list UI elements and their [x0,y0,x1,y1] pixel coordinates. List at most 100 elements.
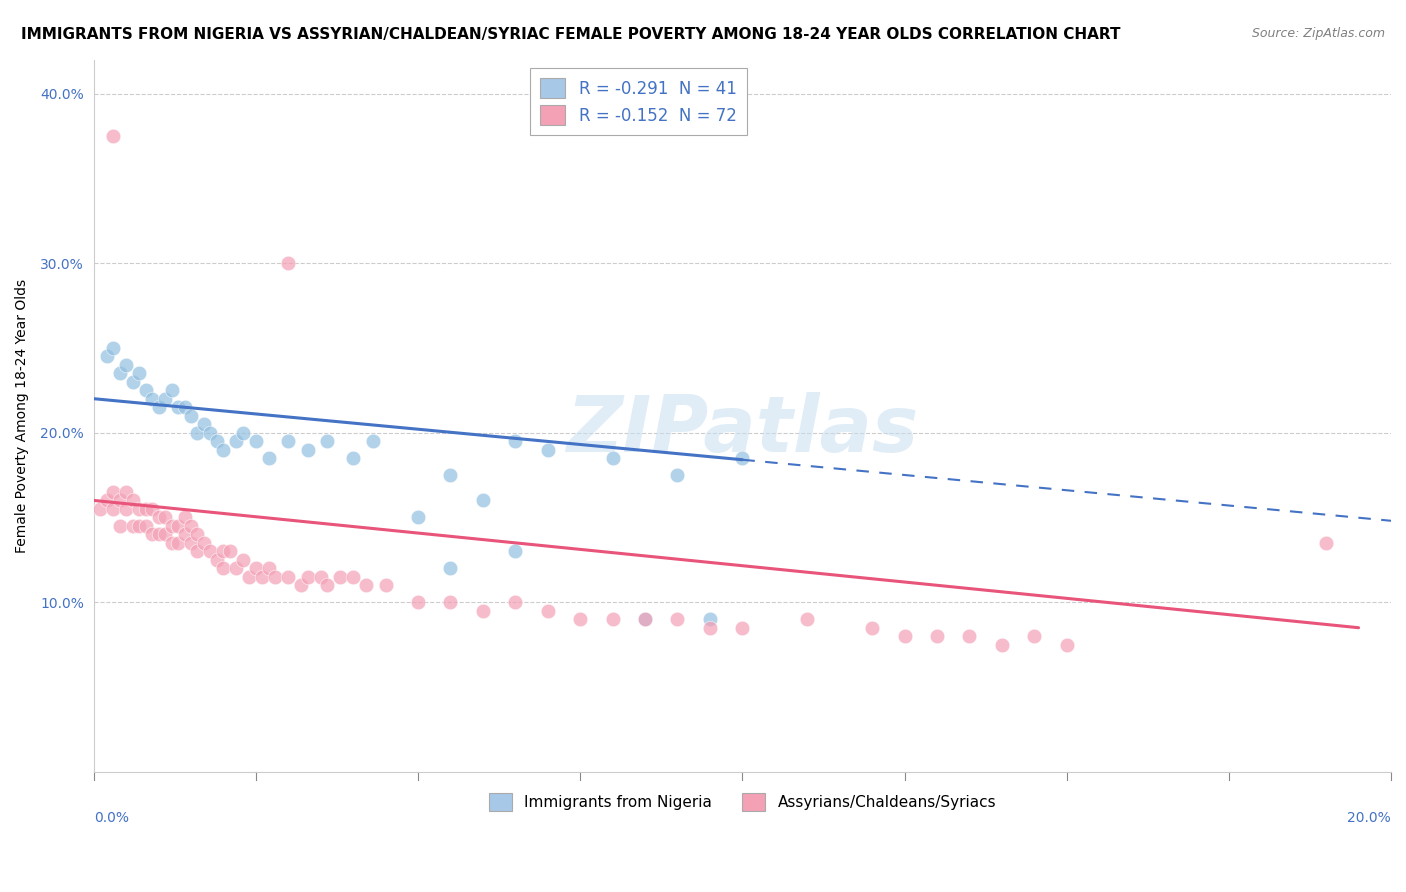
Point [232,425,254,440]
Point [232,553,254,567]
Point [212,544,235,558]
Point [245,434,267,448]
Point [316,578,339,592]
Point [329,570,352,584]
Point [666,612,689,626]
Point [121,519,143,533]
Point [193,536,215,550]
Point [471,493,494,508]
Point [634,612,657,626]
Point [252,570,274,584]
Text: 20.0%: 20.0% [1347,811,1391,825]
Point [200,544,222,558]
Point [153,392,176,406]
Point [180,536,202,550]
Point [101,341,124,355]
Point [1056,638,1078,652]
Point [153,527,176,541]
Point [101,128,124,143]
Point [186,425,208,440]
Point [115,358,138,372]
Point [160,519,183,533]
Point [180,519,202,533]
Legend: Immigrants from Nigeria, Assyrians/Chaldeans/Syriacs: Immigrants from Nigeria, Assyrians/Chald… [482,787,1002,817]
Point [257,561,280,575]
Point [148,527,170,541]
Point [1315,536,1337,550]
Point [569,612,592,626]
Point [121,375,143,389]
Point [141,527,163,541]
Point [205,434,228,448]
Point [135,519,157,533]
Point [173,400,195,414]
Point [731,621,754,635]
Point [342,450,364,465]
Point [121,493,143,508]
Point [115,502,138,516]
Point [205,553,228,567]
Point [439,468,461,483]
Point [277,570,299,584]
Point [471,604,494,618]
Point [167,536,190,550]
Point [153,510,176,524]
Point [342,570,364,584]
Point [115,485,138,500]
Point [180,409,202,423]
Point [731,450,754,465]
Point [354,578,377,592]
Point [200,425,222,440]
Point [128,366,150,380]
Point [505,595,527,609]
Point [219,544,242,558]
Point [505,544,527,558]
Point [406,510,429,524]
Point [991,638,1014,652]
Point [277,434,299,448]
Point [316,434,339,448]
Text: ZIPatlas: ZIPatlas [567,392,918,468]
Point [634,612,657,626]
Point [406,595,429,609]
Point [1024,629,1046,643]
Point [537,604,560,618]
Point [439,561,461,575]
Point [439,595,461,609]
Point [128,502,150,516]
Point [108,493,131,508]
Point [186,544,208,558]
Point [699,612,721,626]
Point [297,442,319,457]
Point [160,383,183,397]
Text: Source: ZipAtlas.com: Source: ZipAtlas.com [1251,27,1385,40]
Point [505,434,527,448]
Point [148,510,170,524]
Point [128,519,150,533]
Point [96,349,118,363]
Point [141,502,163,516]
Point [796,612,818,626]
Point [893,629,915,643]
Point [277,256,299,270]
Point [135,502,157,516]
Point [225,434,247,448]
Point [361,434,384,448]
Point [167,519,190,533]
Point [173,510,195,524]
Point [108,519,131,533]
Point [257,450,280,465]
Point [957,629,980,643]
Point [602,450,624,465]
Point [148,400,170,414]
Point [602,612,624,626]
Point [309,570,332,584]
Text: IMMIGRANTS FROM NIGERIA VS ASSYRIAN/CHALDEAN/SYRIAC FEMALE POVERTY AMONG 18-24 Y: IMMIGRANTS FROM NIGERIA VS ASSYRIAN/CHAL… [21,27,1121,42]
Point [212,442,235,457]
Point [225,561,247,575]
Point [141,392,163,406]
Point [135,383,157,397]
Point [167,400,190,414]
Text: 0.0%: 0.0% [94,811,129,825]
Point [101,502,124,516]
